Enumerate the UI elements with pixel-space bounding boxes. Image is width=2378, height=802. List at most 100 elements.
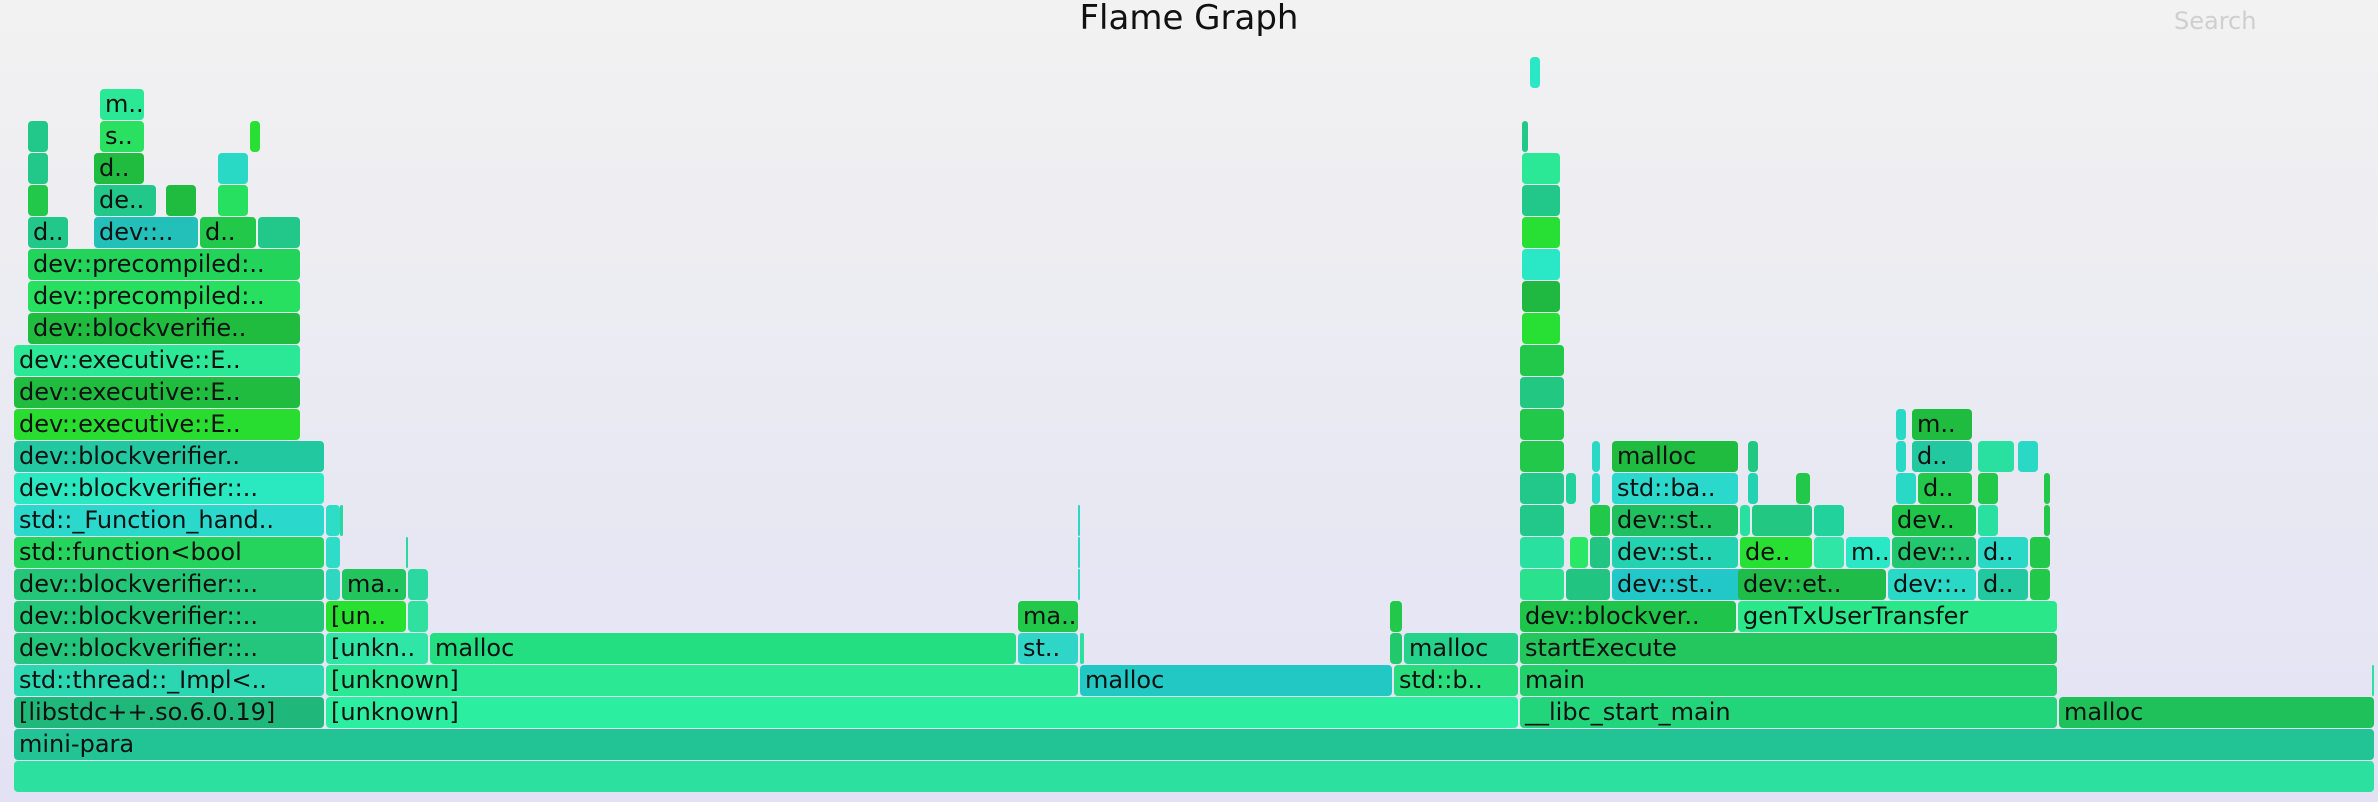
- flame-frame[interactable]: [326, 505, 340, 536]
- flame-frame[interactable]: [28, 121, 48, 152]
- flame-frame[interactable]: malloc: [430, 633, 1016, 664]
- flame-frame[interactable]: [2044, 505, 2050, 536]
- flame-frame[interactable]: [libstdc++.so.6.0.19]: [14, 697, 324, 728]
- flame-frame[interactable]: [1896, 473, 1916, 504]
- flame-frame[interactable]: [14, 761, 2374, 792]
- flame-frame[interactable]: d..: [94, 153, 144, 184]
- flame-frame[interactable]: dev::et..: [1738, 569, 1886, 600]
- flame-frame[interactable]: malloc: [1080, 665, 1392, 696]
- flame-frame[interactable]: [326, 537, 340, 568]
- flame-frame[interactable]: mini-para: [14, 729, 2374, 760]
- flame-frame[interactable]: [1748, 441, 1758, 472]
- flame-frame[interactable]: [1522, 313, 1560, 344]
- flame-frame[interactable]: dev::precompiled:..: [28, 281, 300, 312]
- flame-frame[interactable]: [1520, 537, 1564, 568]
- flame-frame[interactable]: [326, 569, 340, 600]
- flame-frame[interactable]: de..: [94, 185, 156, 216]
- flame-frame[interactable]: [1520, 473, 1564, 504]
- flame-frame[interactable]: [406, 537, 408, 568]
- flame-frame[interactable]: malloc: [1612, 441, 1738, 472]
- flame-frame[interactable]: __libc_start_main: [1520, 697, 2057, 728]
- flame-frame[interactable]: [28, 153, 48, 184]
- flame-frame[interactable]: d..: [1912, 441, 1972, 472]
- flame-frame[interactable]: [1520, 569, 1564, 600]
- flame-frame[interactable]: [408, 601, 428, 632]
- flame-frame[interactable]: dev::..: [1892, 537, 1976, 568]
- flame-frame[interactable]: de..: [1740, 537, 1812, 568]
- flame-frame[interactable]: [1520, 409, 1564, 440]
- flame-frame[interactable]: std::_Function_hand..: [14, 505, 324, 536]
- flame-frame[interactable]: [1530, 57, 1540, 88]
- flame-frame[interactable]: main: [1520, 665, 2057, 696]
- flame-frame[interactable]: dev::st..: [1612, 537, 1738, 568]
- flame-frame[interactable]: [1390, 601, 1402, 632]
- flame-frame[interactable]: [1522, 153, 1560, 184]
- flame-frame[interactable]: [1078, 537, 1080, 568]
- search-button[interactable]: Search: [2174, 7, 2257, 35]
- flame-frame[interactable]: d..: [1918, 473, 1972, 504]
- flame-frame[interactable]: dev::blockverifier::..: [14, 473, 324, 504]
- flame-frame[interactable]: [1814, 537, 1844, 568]
- flame-frame[interactable]: [340, 505, 343, 536]
- flame-frame[interactable]: [1592, 441, 1600, 472]
- flame-frame[interactable]: [1566, 473, 1576, 504]
- flame-frame[interactable]: dev::blockverifier::..: [14, 569, 324, 600]
- flame-frame[interactable]: [1520, 377, 1564, 408]
- flame-frame[interactable]: m..: [100, 89, 144, 120]
- flame-frame[interactable]: [unkn..: [326, 633, 428, 664]
- flame-frame[interactable]: [unknown]: [326, 697, 1518, 728]
- flame-frame[interactable]: dev::blockverifier::..: [14, 633, 324, 664]
- flame-frame[interactable]: [408, 569, 428, 600]
- flame-frame[interactable]: [1590, 505, 1610, 536]
- flame-frame[interactable]: m..: [1912, 409, 1972, 440]
- flame-frame[interactable]: dev::precompiled:..: [28, 249, 300, 280]
- flame-frame[interactable]: [1078, 505, 1080, 536]
- flame-frame[interactable]: [1522, 249, 1560, 280]
- flame-frame[interactable]: dev::..: [1888, 569, 1976, 600]
- flame-frame[interactable]: ma..: [342, 569, 406, 600]
- flame-frame[interactable]: dev::executive::E..: [14, 377, 300, 408]
- flame-frame[interactable]: [2372, 665, 2374, 696]
- flame-frame[interactable]: [1566, 569, 1610, 600]
- flame-frame[interactable]: [250, 121, 260, 152]
- flame-frame[interactable]: dev::executive::E..: [14, 409, 300, 440]
- flame-frame[interactable]: [1522, 217, 1560, 248]
- flame-frame[interactable]: std::ba..: [1612, 473, 1738, 504]
- flame-frame[interactable]: [2030, 569, 2050, 600]
- flame-frame[interactable]: dev::blockver..: [1520, 601, 1736, 632]
- flame-frame[interactable]: [1796, 473, 1810, 504]
- flame-frame[interactable]: [28, 185, 48, 216]
- flame-frame[interactable]: [1978, 473, 1998, 504]
- flame-frame[interactable]: [1978, 441, 2014, 472]
- flame-frame[interactable]: startExecute: [1520, 633, 2057, 664]
- flame-frame[interactable]: [258, 217, 300, 248]
- flame-frame[interactable]: d..: [28, 217, 68, 248]
- flame-frame[interactable]: [1520, 345, 1564, 376]
- flame-frame[interactable]: [1080, 633, 1084, 664]
- flame-frame[interactable]: dev..: [1892, 505, 1976, 536]
- flame-frame[interactable]: [1592, 473, 1600, 504]
- flame-frame[interactable]: [1896, 441, 1906, 472]
- flame-frame[interactable]: ma..: [1018, 601, 1078, 632]
- flame-frame[interactable]: [1978, 505, 1998, 536]
- flame-frame[interactable]: [1078, 569, 1080, 600]
- flame-frame[interactable]: [un..: [326, 601, 406, 632]
- flame-frame[interactable]: [218, 185, 248, 216]
- flame-frame[interactable]: malloc: [2059, 697, 2374, 728]
- flame-frame[interactable]: dev::executive::E..: [14, 345, 300, 376]
- flame-frame[interactable]: genTxUserTransfer: [1738, 601, 2057, 632]
- flame-frame[interactable]: d..: [1978, 537, 2028, 568]
- flame-frame[interactable]: dev::st..: [1612, 505, 1738, 536]
- flame-frame[interactable]: m..: [1846, 537, 1890, 568]
- flame-frame[interactable]: [1520, 505, 1564, 536]
- flame-frame[interactable]: [1748, 473, 1758, 504]
- flame-frame[interactable]: malloc: [1404, 633, 1518, 664]
- flame-frame[interactable]: [1814, 505, 1844, 536]
- flame-frame[interactable]: dev::blockverifier..: [14, 441, 324, 472]
- flame-frame[interactable]: [2018, 441, 2038, 472]
- flame-frame[interactable]: d..: [200, 217, 256, 248]
- flame-frame[interactable]: dev::..: [94, 217, 198, 248]
- flame-frame[interactable]: [1740, 505, 1750, 536]
- flame-frame[interactable]: st..: [1018, 633, 1078, 664]
- flame-frame[interactable]: [2030, 537, 2050, 568]
